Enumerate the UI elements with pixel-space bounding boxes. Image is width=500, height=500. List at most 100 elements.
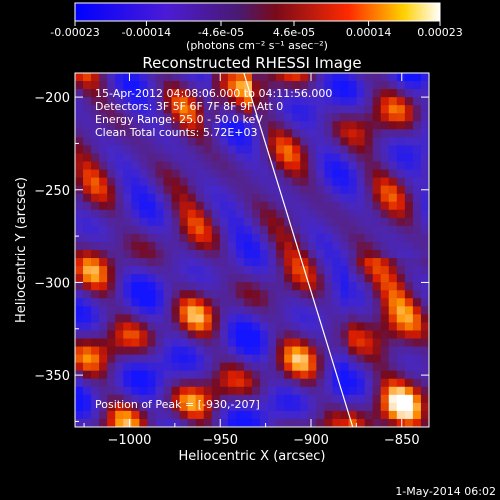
heatmap-cell — [107, 354, 116, 364]
heatmap-cell — [235, 81, 245, 90]
heatmap-cell — [388, 330, 398, 340]
heatmap-cell — [243, 394, 253, 404]
heatmap-cell — [91, 241, 100, 251]
heatmap-cell — [115, 201, 124, 211]
heatmap-cell — [179, 418, 189, 427]
heatmap-cell — [260, 193, 269, 203]
heatmap-cell — [123, 225, 132, 235]
heatmap-cell — [163, 137, 173, 147]
heatmap-cell — [364, 418, 374, 427]
heatmap-cell — [83, 73, 92, 82]
heatmap-cell — [99, 169, 108, 179]
heatmap-cell — [107, 193, 116, 203]
heatmap-cell — [115, 290, 124, 299]
heatmap-cell — [388, 153, 398, 163]
heatmap-cell — [308, 306, 317, 315]
heatmap-cell — [203, 250, 213, 259]
heatmap-cell — [396, 266, 406, 275]
annotation-detectors: Detectors: 3F 5F 6F 7F 8F 9F Att 0 — [95, 100, 283, 113]
heatmap-cell — [107, 346, 116, 356]
heatmap-cell — [107, 129, 116, 138]
heatmap-cell — [203, 346, 213, 356]
heatmap-cell — [155, 330, 165, 340]
heatmap-cell — [252, 282, 261, 291]
heatmap-cell — [412, 346, 422, 356]
heatmap-cell — [356, 346, 366, 356]
heatmap-cell — [187, 298, 197, 307]
heatmap-cell — [83, 137, 92, 147]
heatmap-cell — [219, 290, 229, 299]
heatmap-cell — [155, 153, 165, 163]
heatmap-cell — [308, 113, 317, 122]
heatmap-cell — [276, 362, 285, 372]
heatmap-cell — [131, 322, 140, 332]
heatmap-cell — [171, 241, 181, 251]
heatmap-cell — [268, 209, 277, 219]
heatmap-cell — [123, 97, 132, 106]
heatmap-cell — [163, 217, 173, 227]
heatmap-cell — [195, 330, 205, 340]
heatmap-cell — [243, 322, 253, 332]
heatmap-cell — [420, 233, 429, 243]
heatmap-cell — [179, 362, 189, 372]
heatmap-cell — [155, 266, 165, 275]
heatmap-cell — [147, 338, 157, 348]
y-tick-label: −250 — [34, 184, 70, 199]
heatmap-cell — [75, 394, 84, 404]
heatmap-cell — [195, 410, 205, 420]
heatmap-cell — [252, 217, 261, 227]
heatmap-cell — [340, 322, 350, 332]
heatmap-cell — [211, 418, 221, 427]
heatmap-cell — [252, 153, 261, 163]
heatmap-cell — [260, 274, 269, 283]
heatmap-cell — [380, 298, 390, 307]
heatmap-cell — [227, 81, 237, 90]
heatmap-cell — [380, 314, 390, 324]
heatmap-cell — [243, 338, 253, 348]
heatmap-cell — [91, 233, 100, 243]
heatmap-cell — [308, 386, 317, 396]
heatmap-cell — [123, 161, 132, 171]
heatmap-cell — [99, 250, 108, 259]
heatmap-cell — [155, 354, 165, 364]
heatmap-cell — [388, 89, 398, 98]
heatmap-cell — [179, 386, 189, 396]
heatmap-cell — [179, 298, 189, 307]
heatmap-cell — [332, 362, 342, 372]
heatmap-cell — [268, 113, 277, 122]
heatmap-cell — [356, 370, 366, 380]
heatmap-cell — [155, 97, 165, 106]
heatmap-cell — [75, 113, 84, 122]
heatmap-cell — [99, 137, 108, 147]
heatmap-cell — [91, 137, 100, 147]
heatmap-cell — [340, 225, 350, 235]
heatmap-cell — [99, 73, 108, 82]
heatmap-cell — [324, 185, 334, 195]
annotation-time: 15-Apr-2012 04:08:06.000 to 04:11:56.000 — [95, 87, 332, 100]
heatmap-cell — [364, 298, 374, 307]
heatmap-cell — [316, 306, 326, 315]
heatmap-cell — [243, 169, 253, 179]
heatmap-cell — [396, 258, 406, 267]
heatmap-cell — [99, 233, 108, 243]
heatmap-cell — [268, 145, 277, 155]
heatmap-cell — [219, 306, 229, 315]
x-tick-label: −950 — [202, 433, 238, 448]
heatmap-cell — [284, 169, 293, 179]
heatmap-cell — [284, 314, 293, 324]
heatmap-cell — [308, 290, 317, 299]
heatmap-cell — [268, 346, 277, 356]
heatmap-cell — [276, 225, 285, 235]
heatmap-cell — [155, 394, 165, 404]
heatmap-cell — [203, 290, 213, 299]
heatmap-cell — [227, 121, 237, 130]
heatmap-cell — [300, 89, 309, 98]
heatmap-cell — [107, 258, 116, 267]
heatmap-cell — [404, 105, 414, 114]
heatmap-cell — [115, 322, 124, 332]
heatmap-cell — [123, 354, 132, 364]
heatmap-cell — [147, 370, 157, 380]
heatmap-cell — [91, 386, 100, 396]
heatmap-cell — [211, 346, 221, 356]
heatmap-cell — [99, 153, 108, 163]
